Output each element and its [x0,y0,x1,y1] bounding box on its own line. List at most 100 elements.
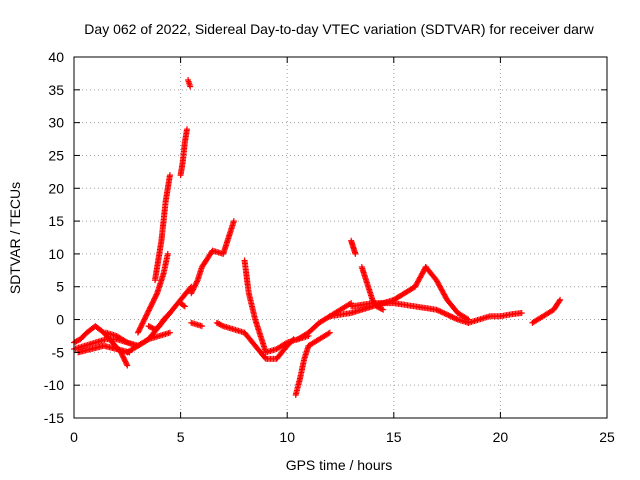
y-tick-label: 5 [56,279,64,295]
data-point [282,340,289,347]
data-point [188,290,195,297]
data-point [147,303,154,310]
data-point [380,306,387,313]
data-point [183,126,190,133]
data-point [166,309,173,316]
data-point [122,338,129,345]
data-point [442,311,449,318]
data-point [124,362,131,369]
data-point [449,314,456,321]
data-point [181,303,188,310]
data-point [164,250,171,257]
data-point [149,299,156,306]
data-point [141,315,148,322]
plot-frame [73,56,608,419]
data-point [151,295,158,302]
data-point [141,316,148,323]
data-point [190,285,197,292]
data-point [152,292,159,299]
data-point [152,294,159,301]
data-point [188,288,195,295]
data-point [446,312,453,319]
y-tick-label: 25 [48,147,64,163]
y-tick-label: 40 [48,49,64,65]
y-tick-label: -15 [44,410,64,426]
data-point [135,328,142,335]
data-point [120,354,127,361]
data-point [165,311,172,318]
x-tick-label: 10 [279,429,295,445]
data-point [146,306,153,313]
data-point [557,296,564,303]
y-tick-label: 10 [48,246,64,262]
data-point [136,327,143,334]
data-point [148,302,155,309]
data-point [121,355,128,362]
data-point [145,307,152,314]
y-tick-label: 15 [48,213,64,229]
data-point [140,319,147,326]
data-point [193,279,200,286]
y-tick-label: -5 [52,344,65,360]
data-point [378,306,385,313]
data-point [136,325,143,332]
data-point [191,283,198,290]
y-tick-label: 35 [48,82,64,98]
data-point [123,361,130,368]
data-point [438,309,445,316]
x-tick-label: 20 [493,429,509,445]
data-point [434,307,441,314]
data-point [153,291,160,298]
x-tick-label: 0 [70,429,78,445]
data-point [119,353,126,360]
data-point [121,357,128,364]
x-tick-label: 15 [386,429,402,445]
data-point [194,278,201,285]
data-point [450,314,457,321]
data-point [437,308,444,315]
data-point [352,250,359,257]
data-point [150,296,157,303]
data-point [518,309,525,316]
axis-ticks: 0 5 10 15 20 25 -15 -10 -5 0 5 10 15 20 25 30 35 40 [44,49,615,445]
data-point [464,315,471,322]
data-point [139,320,146,327]
data-point [150,298,157,305]
y-tick-label: 20 [48,180,64,196]
data-point [433,306,440,313]
data-point [138,321,145,328]
data-point [326,329,333,336]
data-points [71,76,564,399]
data-point [122,358,129,365]
y-axis-label: SDTVAR / TECUs [7,182,23,294]
data-point [149,300,156,307]
data-point [192,281,199,288]
data-point [444,311,451,318]
data-point [453,315,460,322]
data-point [441,310,448,317]
data-point [166,172,173,179]
x-axis-label: GPS time / hours [286,457,393,473]
data-point [230,218,237,225]
data-point [143,311,150,318]
data-point [180,302,187,309]
data-point [138,323,145,330]
data-point [166,329,173,336]
data-point [190,286,197,293]
data-point [143,312,150,319]
data-point [142,313,149,320]
data-point [192,282,199,289]
data-point [134,329,141,336]
data-point [218,322,225,329]
data-point [448,313,455,320]
data-point [440,309,447,316]
y-tick-label: 0 [56,312,64,328]
data-point [556,298,563,305]
data-point [145,308,152,315]
chart-title: Day 062 of 2022, Sidereal Day-to-day VTE… [84,21,594,37]
data-point [452,315,459,322]
data-point [144,309,151,316]
data-point [140,317,147,324]
data-point [187,83,194,90]
